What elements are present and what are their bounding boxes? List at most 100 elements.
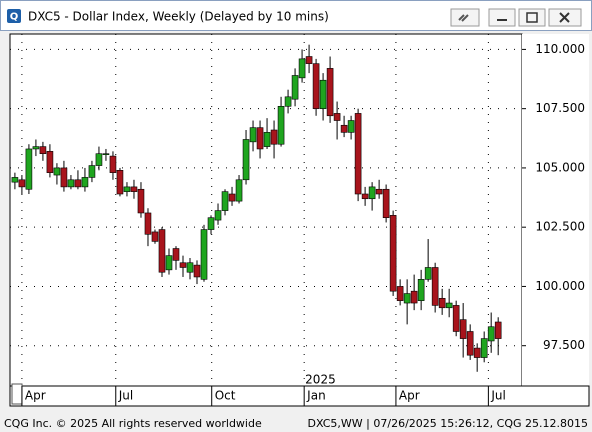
- candle-body: [242, 139, 250, 181]
- candle-body: [32, 146, 40, 150]
- candle-body: [305, 56, 313, 64]
- button-frame[interactable]: [518, 8, 546, 27]
- candle-body: [144, 212, 152, 235]
- y-tick-label: 100.000: [535, 279, 585, 293]
- candle-body: [389, 215, 397, 292]
- app-icon-letter: Q: [10, 12, 19, 23]
- scroll-handle[interactable]: [11, 383, 23, 405]
- minimize-glyph: [497, 19, 507, 21]
- candle-body: [284, 96, 292, 107]
- candle-body: [39, 146, 47, 155]
- candle-body: [466, 331, 474, 356]
- candle-body: [95, 153, 103, 166]
- candle-body: [347, 120, 355, 133]
- close-glyph: [559, 12, 570, 23]
- candle-body: [102, 153, 110, 156]
- y-tick-label: 105.000: [535, 160, 585, 174]
- link-glyph: [458, 14, 469, 22]
- candle-body: [123, 186, 131, 192]
- restore-button[interactable]: [518, 8, 546, 27]
- y-tick-label: 107.500: [535, 101, 585, 115]
- candle-body: [207, 217, 215, 230]
- candle-body: [473, 347, 481, 358]
- candle-body: [480, 338, 488, 358]
- candle-body: [459, 319, 467, 339]
- x-tick-label: Jan: [306, 389, 326, 403]
- candle-body: [130, 186, 138, 192]
- candle-body: [88, 165, 96, 178]
- candle-body: [221, 191, 229, 211]
- candle-body: [361, 193, 369, 200]
- candle-body: [375, 188, 383, 195]
- y-axis-area: [522, 34, 589, 386]
- candle-body: [396, 286, 404, 301]
- candle-body: [172, 248, 180, 261]
- y-tick-label: 97.500: [543, 338, 585, 352]
- candle-body: [74, 179, 82, 188]
- y-tick-label: 102.500: [535, 220, 585, 234]
- year-label: 2025: [305, 373, 336, 387]
- candle-body: [18, 179, 26, 188]
- candle-body: [109, 155, 117, 173]
- minimize-button[interactable]: [488, 8, 516, 27]
- candle-body: [438, 297, 446, 309]
- footer-left: CQG Inc. © 2025 All rights reserved worl…: [4, 417, 262, 430]
- candle-body: [46, 151, 54, 173]
- x-tick-label: Apr: [25, 389, 46, 403]
- candle-body: [214, 210, 222, 221]
- x-axis-area: [9, 385, 590, 407]
- x-tick-label: Jul: [490, 389, 505, 403]
- candle-body: [165, 255, 173, 271]
- link-button[interactable]: [450, 8, 480, 27]
- candle-body: [291, 75, 299, 100]
- candle-body: [137, 188, 145, 214]
- candle-body: [382, 188, 390, 219]
- footer-right: DXC5,WW | 07/26/2025 15:26:12, CQG 25.12…: [308, 417, 588, 430]
- candle-body: [354, 113, 362, 195]
- candle-body: [81, 177, 89, 188]
- candle-body: [326, 68, 334, 117]
- candle-body: [445, 302, 453, 309]
- candle-body: [494, 321, 502, 339]
- candle-body: [333, 113, 341, 121]
- candle-body: [263, 132, 271, 147]
- candle-body: [228, 193, 236, 202]
- candle-body: [270, 129, 278, 145]
- candle-body: [403, 293, 411, 304]
- y-tick-label: 110.000: [535, 42, 585, 56]
- app-icon: [7, 9, 21, 23]
- button-frame[interactable]: [488, 8, 516, 27]
- candle-body: [11, 177, 19, 183]
- candle-body: [193, 264, 201, 278]
- candle-body: [200, 229, 208, 280]
- close-button[interactable]: [548, 8, 582, 27]
- candle-body: [417, 279, 425, 301]
- candle-body: [452, 305, 460, 332]
- x-tick-label: Oct: [215, 389, 236, 403]
- x-tick-label: Jul: [118, 389, 133, 403]
- x-tick-label: Apr: [399, 389, 420, 403]
- candle-body: [249, 127, 257, 143]
- candle-body: [186, 262, 194, 273]
- candle-body: [60, 167, 68, 188]
- plot: 97.500 100.000 102.500 105.000 107.500 110.00…: [10, 34, 585, 406]
- candle-body: [487, 326, 495, 342]
- candle-body: [151, 231, 159, 242]
- candle-body: [256, 127, 264, 150]
- candle-body: [67, 179, 75, 188]
- candle-body: [179, 262, 187, 268]
- candle-body: [319, 79, 327, 109]
- candle-body: [410, 290, 418, 304]
- candle-body: [277, 105, 285, 145]
- candle-body: [424, 267, 432, 280]
- candle-body: [368, 186, 376, 200]
- candle-body: [340, 124, 348, 133]
- candle-body: [298, 58, 306, 79]
- candle-body: [116, 169, 124, 195]
- restore-glyph: [526, 12, 538, 23]
- candle-body: [235, 179, 243, 202]
- candle-body: [53, 167, 61, 176]
- candle-body: [158, 229, 166, 273]
- candle-body: [312, 63, 320, 109]
